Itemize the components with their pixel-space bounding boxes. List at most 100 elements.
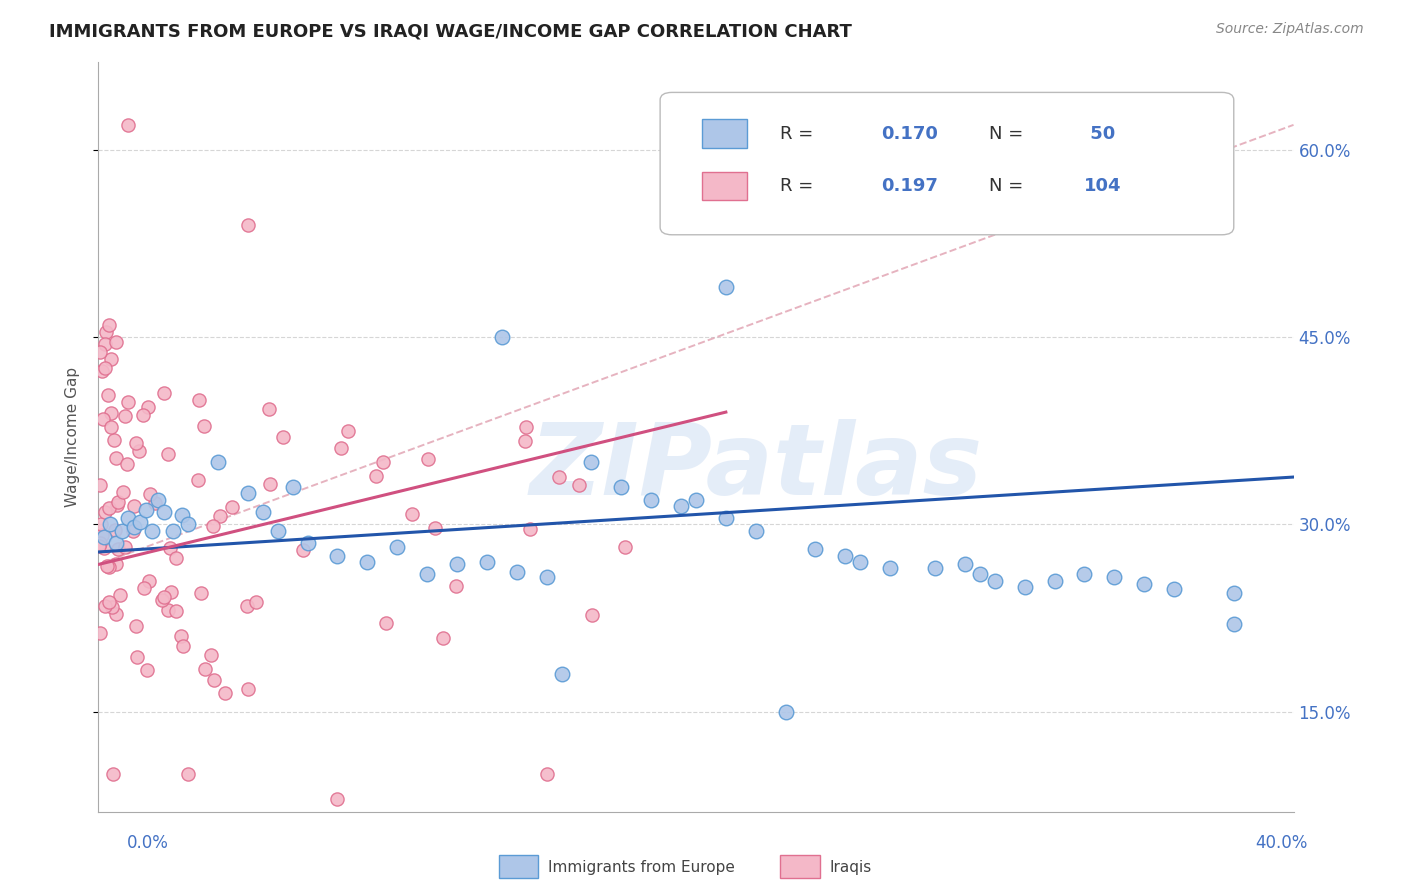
Point [97,388,120,402]
Point [236,218,259,232]
Point [91,412,114,426]
Point [153,590,176,604]
Point [128,444,150,458]
Point [89,626,111,640]
Point [834,549,856,563]
Point [165,551,187,566]
Point [1073,567,1095,582]
Point [416,567,439,582]
Point [103,433,125,447]
Point [548,470,571,484]
Point [93,530,115,544]
Point [89,539,111,553]
Point [194,663,217,677]
Point [714,280,737,294]
Point [745,524,768,538]
Point [193,419,215,434]
Point [105,451,128,466]
Point [200,648,222,662]
Point [124,520,146,534]
Point [177,767,200,781]
Point [94,505,117,519]
Point [105,536,128,550]
Point [104,558,127,572]
Point [89,536,111,550]
Point [132,581,155,595]
Point [148,492,170,507]
Point [297,536,319,550]
Point [138,574,160,588]
Point [366,469,388,483]
Point [93,541,115,555]
Point [714,511,737,525]
Point [1104,570,1126,584]
Text: 0.170: 0.170 [882,125,938,143]
Point [416,452,439,467]
Point [122,499,145,513]
Point [141,524,163,538]
Point [107,541,129,556]
Point [401,507,423,521]
Point [1223,617,1246,632]
Point [209,509,232,524]
Point [281,480,304,494]
Point [125,436,148,450]
Point [125,650,148,665]
Text: R =: R = [779,178,818,195]
Point [1014,580,1036,594]
Point [100,406,122,420]
Point [385,540,409,554]
Point [129,515,152,529]
Point [214,686,236,700]
Point [107,495,129,509]
Point [150,593,173,607]
Point [138,401,160,415]
Point [610,480,633,494]
Point [245,595,267,609]
Point [849,555,872,569]
Point [491,330,513,344]
Text: 0.197: 0.197 [882,178,938,195]
Point [568,477,591,491]
Point [188,393,211,408]
Point [97,501,120,516]
Point [177,517,200,532]
Point [153,505,176,519]
Point [143,495,166,509]
Text: N =: N = [988,125,1029,143]
Text: R =: R = [779,125,818,143]
Point [110,587,132,601]
Point [326,792,349,806]
Point [1043,574,1066,588]
Text: N =: N = [988,178,1029,195]
Point [581,608,603,623]
Point [221,500,243,514]
Text: 50: 50 [1084,125,1115,143]
Point [135,502,157,516]
Point [1163,582,1185,597]
Point [685,492,707,507]
Point [94,360,117,375]
Point [536,767,558,781]
Point [292,543,315,558]
Point [121,524,143,539]
Point [375,616,398,631]
Point [446,558,468,572]
Point [91,364,114,378]
Point [444,579,467,593]
Point [98,517,122,532]
Point [98,559,121,574]
Point [515,420,537,434]
Point [157,603,180,617]
Point [252,505,274,519]
Point [90,527,112,541]
Point [326,549,349,563]
Point [207,455,229,469]
Text: Iraqis: Iraqis [830,860,872,874]
Point [924,561,946,575]
Y-axis label: Wage/Income Gap: Wage/Income Gap [65,367,80,508]
Point [135,663,157,677]
Text: 104: 104 [1084,178,1122,195]
Point [235,599,257,613]
Point [159,541,181,555]
